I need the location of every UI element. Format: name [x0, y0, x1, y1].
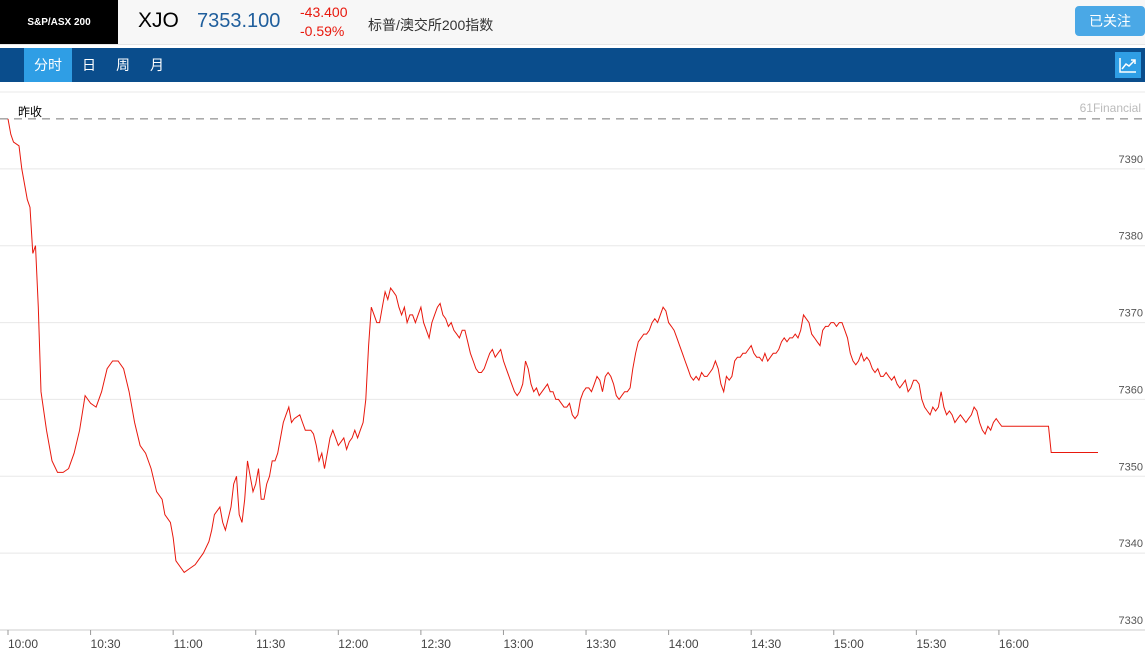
index-logo: S&P/ASX 200: [0, 0, 118, 44]
y-tick-label: 7380: [1119, 231, 1143, 243]
y-tick-label: 7370: [1119, 308, 1143, 320]
x-tick-label: 15:30: [916, 637, 946, 651]
x-tick-label: 14:30: [751, 637, 781, 651]
x-axis: 10:00 10:30 11:00 11:30 12:00 12:30 13:00 13:30…: [0, 629, 1145, 651]
x-tick-label: 14:00: [669, 637, 699, 651]
x-tick-label: 15:00: [834, 637, 864, 651]
tab-intraday[interactable]: 分时: [24, 48, 72, 82]
x-tick-label: 12:00: [338, 637, 368, 651]
tab-weekly[interactable]: 周: [116, 57, 130, 73]
change-amount: -43.400: [300, 4, 348, 20]
x-tick-label: 13:00: [503, 637, 533, 651]
chart-grid: [0, 91, 1145, 554]
y-tick-label: 7390: [1119, 154, 1143, 166]
chart-watermark: 61Financial: [1080, 101, 1141, 115]
tab-monthly[interactable]: 月: [150, 57, 164, 73]
x-tick-label: 12:30: [421, 637, 451, 651]
y-axis: 7330 7340 7350 7360 7370 7380 7390: [1119, 154, 1143, 627]
prev-close-label: 昨收: [18, 105, 42, 119]
line-chart-icon[interactable]: [1115, 52, 1141, 78]
price-change: -43.400 -0.59%: [300, 3, 347, 41]
follow-button[interactable]: 已关注: [1075, 6, 1145, 36]
x-tick-label: 11:30: [256, 637, 285, 651]
y-tick-label: 7360: [1119, 384, 1143, 396]
period-tab-bar: 分时 日 周 月: [0, 48, 1145, 82]
index-name: 标普/澳交所200指数: [368, 17, 494, 33]
intraday-chart: 昨收 61Financial 7330734073507360737073807…: [0, 91, 1145, 651]
x-tick-label: 10:30: [91, 637, 121, 651]
price-line: [7, 118, 1098, 574]
last-price: 7353.100: [197, 10, 281, 32]
x-tick-label: 16:00: [999, 637, 1029, 651]
y-tick-label: 7340: [1119, 538, 1143, 550]
x-tick-label: 13:30: [586, 637, 616, 651]
quote-header: S&P/ASX 200 XJO 7353.100 -43.400 -0.59% …: [0, 0, 1145, 45]
change-percent: -0.59%: [300, 23, 345, 39]
x-tick-label: 11:00: [174, 637, 203, 651]
y-tick-label: 7330: [1119, 615, 1143, 627]
x-tick-label: 10:00: [8, 637, 38, 651]
tab-daily[interactable]: 日: [82, 57, 96, 73]
y-tick-label: 7350: [1119, 461, 1143, 473]
ticker-symbol: XJO: [138, 9, 179, 32]
